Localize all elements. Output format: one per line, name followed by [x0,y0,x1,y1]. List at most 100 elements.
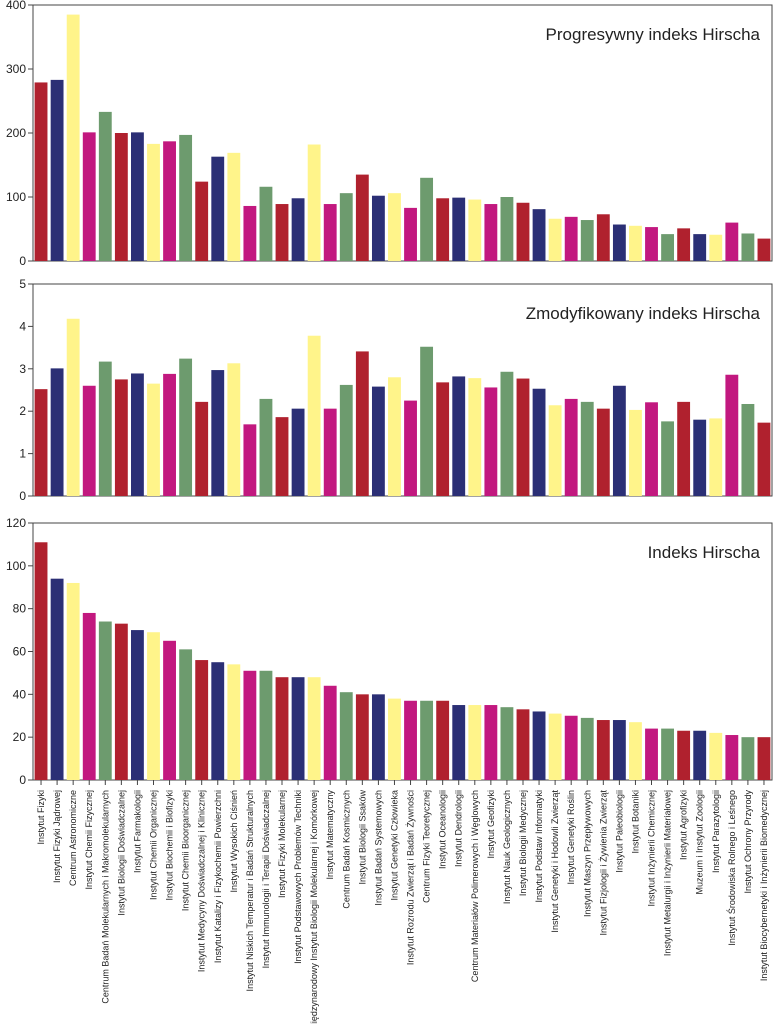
bar [757,238,771,261]
bar [645,402,658,496]
bar [596,214,610,261]
bar [677,228,691,261]
bar [612,224,626,261]
bar [532,209,546,261]
bar [452,705,466,780]
y-tick-label: 0 [19,254,26,268]
bar [580,717,594,780]
bar [580,220,594,261]
bar [323,408,337,496]
category-label: Instytut Środowiska Rolnego i Leśnego [726,790,737,946]
category-label: Instytut Farmakologii [132,790,142,873]
bar [130,373,144,496]
bar [195,660,209,780]
bar [709,732,723,780]
bar [420,346,434,496]
bar [661,728,675,780]
bar [596,720,610,780]
bar [452,376,466,496]
bar [259,398,273,496]
category-label: Instytut Ochrony Przyrody [743,790,753,894]
category-label: Instytut Genetyki i Hodowli Zwierząt [550,790,560,933]
category-label: Instytut Immunologii i Terapii Doświadcz… [261,790,271,968]
category-label: Centrum Badań Molekularnych i Makromolek… [100,790,110,1004]
bar [500,371,514,496]
bar [66,582,80,780]
category-label: Instytut Chemii Organicznej [148,790,158,900]
bar [532,388,546,496]
bar [227,152,241,261]
bar [645,227,658,261]
category-label: Instytut Badań Systemowych [373,790,383,906]
category-label: Instytut Maszyn Przepływowych [582,790,592,917]
bar [355,351,369,496]
category-label: Instytut Fizyki [36,790,46,845]
bar [355,174,369,261]
category-label: Instytut Rozrodu Zwierząt i Badań Żywnoś… [406,790,416,965]
category-label: Instytut Dendrologii [454,790,464,867]
bar [500,197,514,261]
y-tick-label: 80 [13,602,27,616]
bar [307,335,321,496]
bar [580,401,594,496]
category-label: Instytut Genetyki Człowieka [389,790,399,901]
bar [82,132,96,261]
y-tick-label: 20 [13,730,27,744]
bar [709,418,723,496]
bar [179,134,193,261]
y-tick-label: 100 [6,190,26,204]
bar [114,623,128,780]
category-label: Centrum Astronomiczne [68,790,78,886]
bar [468,378,482,496]
y-tick-label: 200 [6,126,26,140]
category-label: Instytut Fizjologii i Żywienia Zwierząt [598,790,608,936]
bar [227,363,241,496]
bar [98,111,112,261]
bar [741,233,755,261]
category-label: Instytut Podstawowych Problemów Techniki [293,790,303,964]
bar [532,711,546,780]
bar [130,132,144,261]
category-label: Instytut Nauk Geologicznych [502,790,512,904]
panel-title: Indeks Hirscha [648,543,761,562]
bar [323,685,337,780]
bar [34,542,48,780]
category-label: Centrum Badań Kosmicznych [341,790,351,909]
bar [34,389,48,496]
bar [420,177,434,261]
bar [484,204,498,261]
bar [436,198,450,261]
bar [484,705,498,780]
y-tick-label: 3 [19,362,26,376]
y-tick-label: 100 [6,559,26,573]
y-tick-label: 60 [13,645,27,659]
category-label: Międzynarodowy Instytut Biologii Molekul… [309,790,319,1024]
bar [725,735,739,780]
bar [291,198,305,261]
bar [693,234,707,261]
category-label: Instytut Podstaw Informatyki [534,790,544,903]
bar [516,709,530,780]
category-label: Instytut Katalizy i Fizykochemii Powierz… [213,790,223,963]
y-tick-label: 1 [19,447,26,461]
category-label: Instytut Fizyki Jądrowej [52,790,62,883]
category-label: Instytut Biocybernetyki i Inżynierii Bio… [759,790,769,981]
bar [436,382,450,496]
bar [452,197,466,261]
bar [661,421,675,496]
panel-title: Progresywny indeks Hirscha [546,25,761,44]
category-label: Centrum Fizyki Teoretycznej [422,790,432,903]
bar [291,677,305,780]
bar [371,694,385,780]
bar [612,385,626,496]
bar [98,361,112,496]
bar [516,378,530,496]
bar [147,383,160,496]
bar [211,156,225,261]
bar [596,408,610,496]
bar [371,386,385,496]
bar [725,222,739,261]
category-label: Instytut Inżynierii Chemicznej [647,790,657,907]
category-label: Instytut Chemii Fizycznej [84,790,94,890]
